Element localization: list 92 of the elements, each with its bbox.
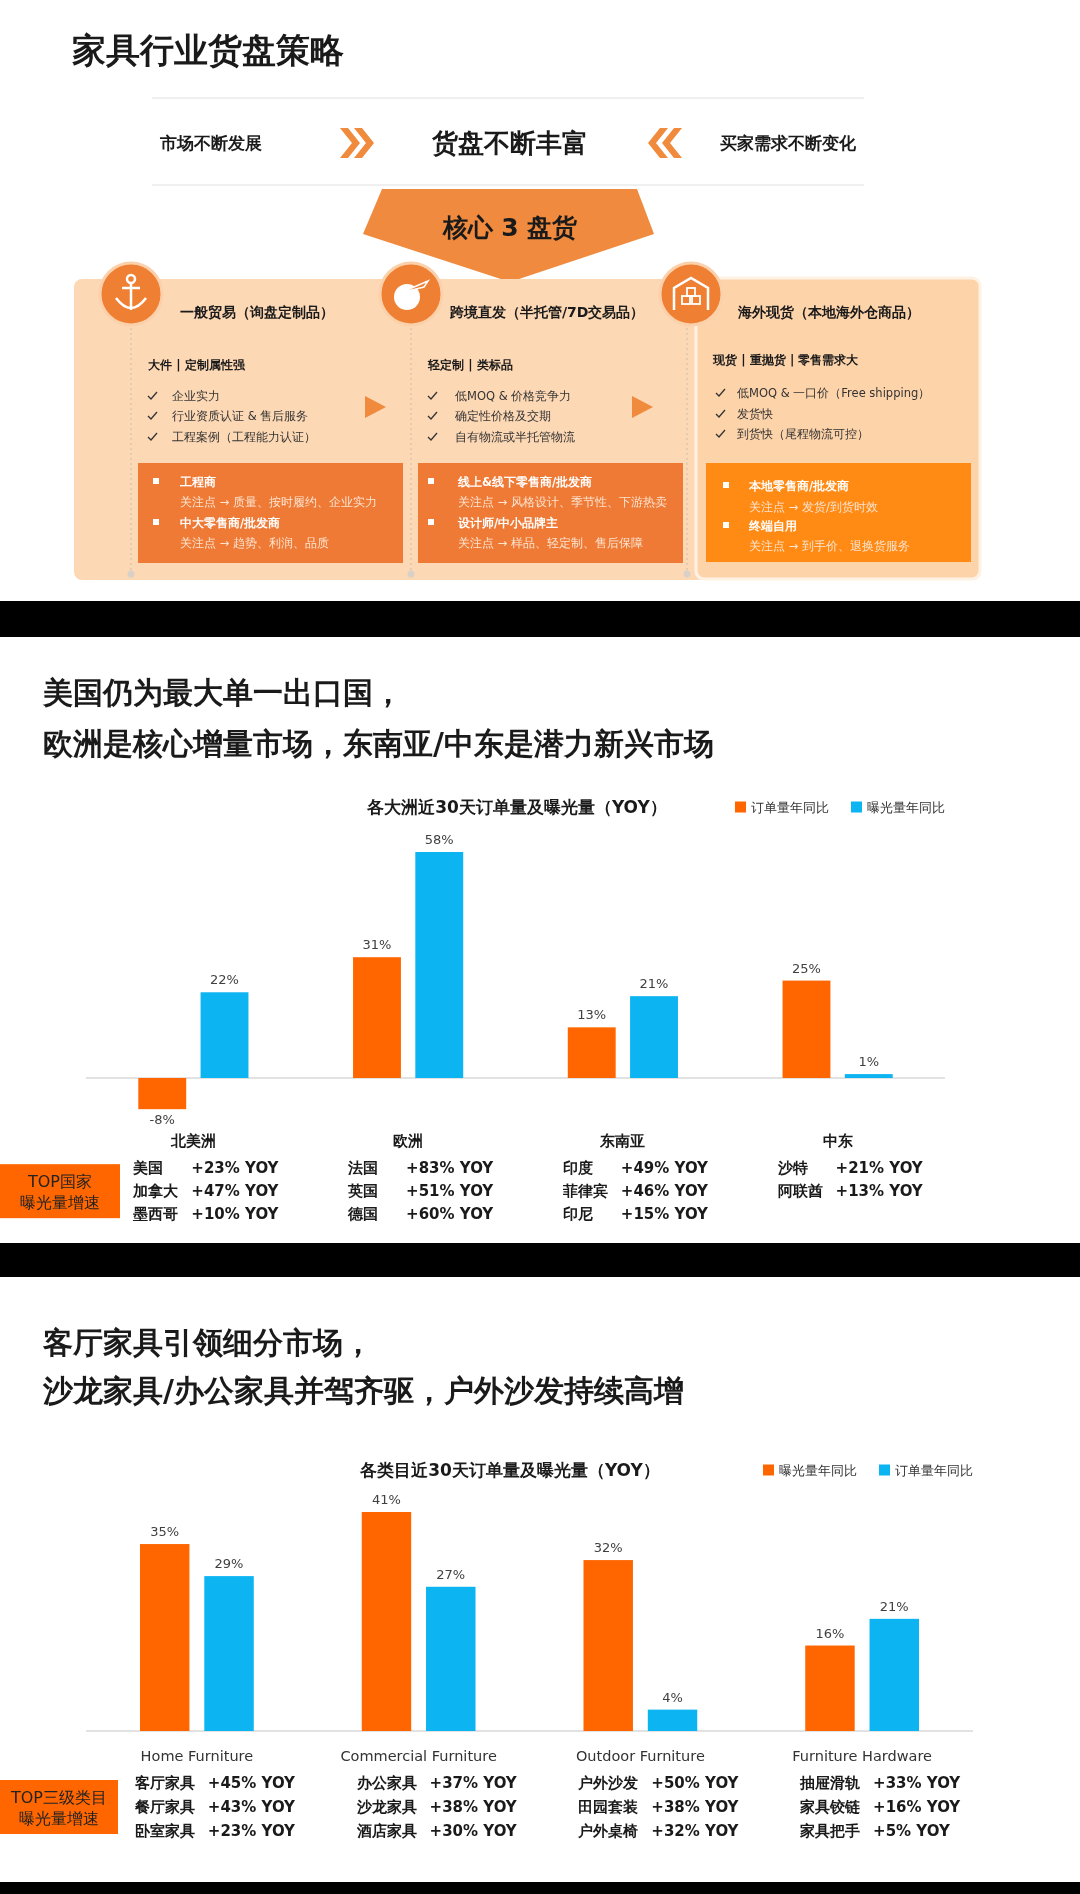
x-tick-label: Commercial Furniture (340, 1748, 497, 1764)
text: 本地零售商/批发商 (748, 479, 850, 493)
x-tick-label: 欧洲 (393, 1132, 424, 1151)
data-label: 21% (879, 1598, 909, 1614)
text: 曝光量增速 (19, 1808, 99, 1828)
text: 到货快（尾程物流可控） (737, 427, 869, 441)
data-label: 13% (577, 1007, 607, 1023)
text: 印度 +49% YOY 菲律宾 +46% YOY 印尼 +15% YOY (562, 1159, 708, 1224)
data-label: 35% (150, 1524, 180, 1540)
data-label: 32% (593, 1540, 623, 1556)
x-tick-label: Outdoor Furniture (575, 1748, 705, 1764)
text: 关注点 → 趋势、利润、品质 (180, 536, 329, 550)
data-label: -8% (149, 1112, 175, 1128)
bar (138, 1078, 187, 1110)
data-label: 27% (436, 1566, 466, 1582)
text: 关注点 → 发货/到货时效 (749, 500, 878, 514)
legend-label: 订单量年同比 (895, 1463, 973, 1478)
text: 行业资质认证 & 售后服务 (172, 409, 309, 423)
data-label: 4% (662, 1689, 683, 1705)
bar (647, 1709, 698, 1731)
text: 海外现货（本地海外仓商品） (737, 304, 920, 320)
text: 抽屉滑轨 +33% YOY 家具铰链 +16% YOY 家具把手 +5% YOY (799, 1774, 962, 1840)
text: 中大零售商/批发商 (180, 516, 281, 530)
text: 客厅家具 +45% YOY 餐厅家具 +43% YOY 卧室家具 +23% YOY (133, 1774, 297, 1840)
chart-title: 客厅家具引领细分市场，沙龙家具/办公家具并驾齐驱，户外沙发持续高增 (42, 1325, 684, 1408)
text: 沙特 +21% YOY 阿联酋 +13% YOY (777, 1159, 923, 1201)
text: 家具行业货盘策略 (72, 30, 344, 70)
bar (426, 1586, 476, 1731)
text: 线上&线下零售商/批发商 (457, 475, 593, 489)
text: 轻定制 | 类标品 (427, 358, 513, 372)
x-tick-label: 北美洲 (169, 1132, 216, 1151)
text: 终端自用 (748, 519, 797, 533)
data-label: 21% (639, 976, 669, 992)
chart-subtitle: 各大洲近30天订单量及曝光量（YOY） (366, 797, 667, 817)
text: 低MOQ & 一口价（Free shipping） (737, 386, 931, 400)
data-label: 1% (858, 1054, 880, 1070)
text: 工程案例（工程能力认证） (172, 430, 316, 444)
text: 跨境直发（半托管/7D交易品） (449, 304, 645, 320)
data-label: 25% (792, 960, 821, 976)
data-label: 16% (815, 1625, 845, 1641)
text: 设计师/中小品牌主 (457, 516, 559, 530)
bar (630, 996, 678, 1078)
text: 关注点 → 样品、轻定制、售后保障 (458, 536, 643, 550)
chart-title: 美国仍为最大单一出口国，欧洲是核心增量市场，东南亚/中东是潜力新兴市场 (42, 675, 714, 761)
text: 一般贸易（询盘定制品） (180, 304, 334, 320)
text: 户外沙发 +50% YOY 田园套装 +38% YOY 户外桌椅 +32% YOY (577, 1774, 740, 1840)
bar (204, 1576, 254, 1731)
text: 办公家具 +37% YOY 沙龙家具 +38% YOY 酒店家具 +30% YOY (355, 1774, 518, 1840)
legend-label: 曝光量年同比 (867, 800, 945, 815)
bar (583, 1560, 633, 1731)
text: 企业实力 (172, 389, 220, 403)
bar (140, 1544, 190, 1731)
chart-subtitle: 各类目近30天订单量及曝光量（YOY） (359, 1460, 660, 1480)
text: TOP国家 (26, 1171, 93, 1191)
text: 关注点 → 到手价、退换货服务 (749, 539, 910, 553)
bar (415, 852, 464, 1078)
legend-label: 曝光量年同比 (779, 1463, 857, 1478)
data-label: 41% (372, 1492, 401, 1507)
data-label: 31% (362, 937, 392, 953)
text: 确定性价格及交期 (454, 409, 551, 423)
bar (844, 1074, 893, 1078)
data-label: 22% (210, 972, 239, 988)
bar (805, 1645, 855, 1731)
text: 曝光量增速 (20, 1192, 100, 1212)
text: 自有物流或半托管物流 (455, 430, 575, 444)
text: 工程商 (179, 475, 216, 489)
x-tick-label: 中东 (822, 1132, 853, 1151)
bar (782, 980, 831, 1078)
text: 法国 +83% YOY 英国 +51% YOY 德国 +60% YOY (348, 1159, 494, 1224)
bar (567, 1027, 616, 1078)
text: 低MOQ & 价格竞争力 (455, 389, 572, 403)
bar (200, 992, 249, 1078)
text: 关注点 → 质量、按时履约、企业实力 (180, 495, 377, 509)
bar (353, 957, 401, 1078)
data-label: 58% (424, 832, 454, 847)
text: 货盘不断丰富 (431, 128, 588, 158)
bar (361, 1512, 412, 1731)
bar (869, 1618, 919, 1731)
text: 核心 3 盘货 (441, 213, 578, 242)
legend-label: 订单量年同比 (751, 800, 829, 815)
text: 发货快 (737, 407, 773, 421)
text: 市场不断发展 (159, 133, 262, 153)
data-label: 29% (214, 1556, 244, 1572)
text: 大件 | 定制属性强 (148, 358, 246, 372)
x-tick-label: 东南亚 (599, 1132, 646, 1151)
x-tick-label: Home Furniture (140, 1748, 254, 1764)
text: 美国 +23% YOY 加拿大 +47% YOY 墨西哥 +10% YOY (133, 1159, 279, 1224)
x-tick-label: Furniture Hardware (792, 1748, 933, 1764)
text: TOP三级类目 (9, 1787, 108, 1807)
text: 关注点 → 风格设计、季节性、下游热卖 (458, 495, 667, 509)
text: 买家需求不断变化 (720, 133, 857, 153)
text: 现货 | 重抛货 | 零售需求大 (712, 353, 860, 367)
